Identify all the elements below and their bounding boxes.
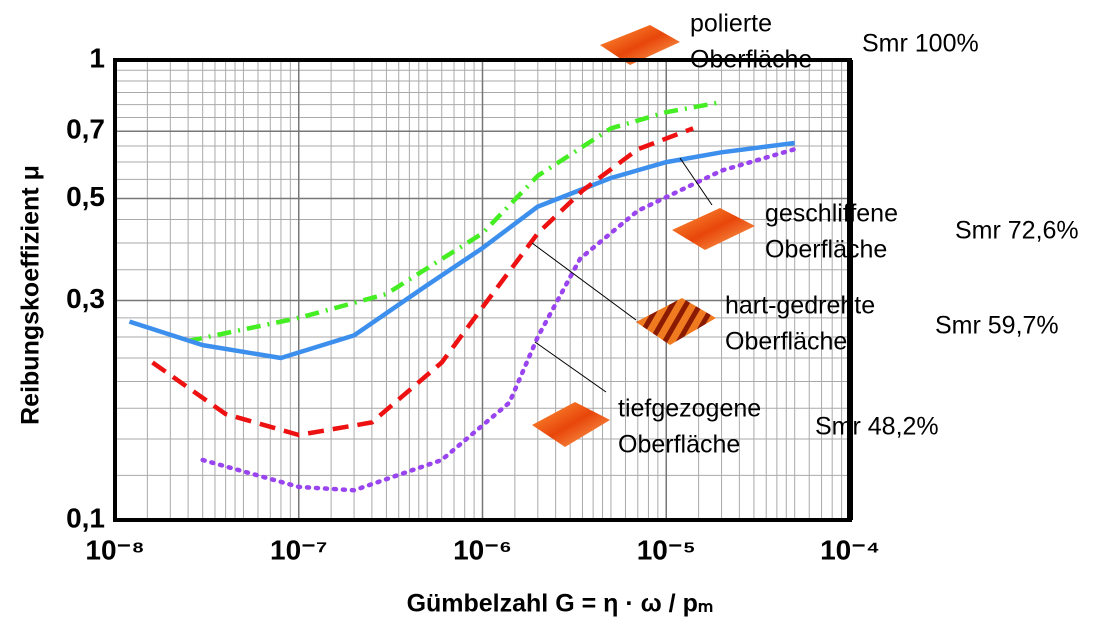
smr-label: Smr 100% [862,30,979,58]
leader-line [679,157,713,206]
series-line [200,146,797,493]
smr-label: Smr 72,6% [955,217,1079,245]
plot [128,99,797,493]
y-tick-label: 0,7 [66,114,105,145]
y-axis-title: Reibungskoeffizient μ [17,165,45,425]
series-label: Oberfläche [690,46,812,74]
x-tick-label: 10⁻⁶ [453,534,512,565]
leader-line [531,242,637,321]
x-axis-title: Gümbelzahl G = η · ω / pₘ [407,590,714,618]
surface-image [636,298,716,345]
smr-label: Smr 59,7% [935,312,1059,340]
surface-image [672,208,755,250]
leader-line [534,341,607,393]
series-label: Oberfläche [765,236,887,264]
series-label: hart-gedrehte [725,292,875,320]
series-label: Oberfläche [618,431,740,459]
series-label: tiefgezogene [618,395,761,423]
x-tick-label: 10⁻⁸ [85,534,144,565]
thumbnails [531,25,755,447]
series-line [151,126,694,438]
y-tick-label: 0,5 [66,181,105,212]
y-tick-label: 1 [89,42,105,73]
x-tick-label: 10⁻⁵ [637,534,696,565]
x-tick-label: 10⁻⁷ [270,534,327,565]
series-line [187,99,723,344]
series-label: polierte [690,10,772,38]
surface-image [532,402,610,447]
smr-label: Smr 48,2% [815,413,939,441]
x-tick-label: 10⁻⁴ [820,534,880,565]
series-label: Oberfläche [725,328,847,356]
y-tick-label: 0,3 [66,283,105,314]
series-label: geschliffene [765,200,898,228]
series-line [128,140,795,361]
surface-image [600,25,680,65]
y-tick-label: 0,1 [66,502,105,533]
